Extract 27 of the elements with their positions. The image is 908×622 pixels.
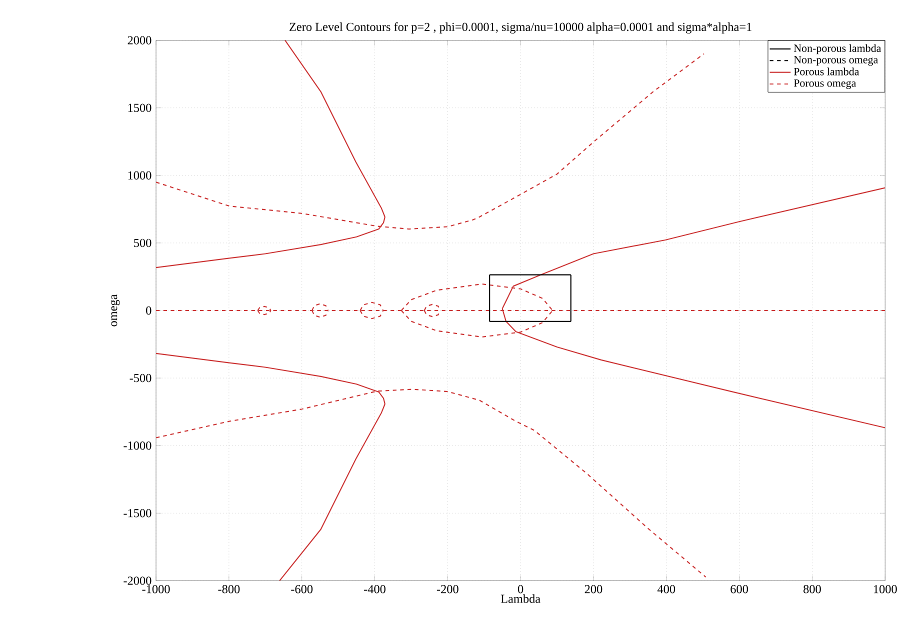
x-tick-label: 1000 xyxy=(874,585,897,594)
x-tick-label: 400 xyxy=(657,585,676,594)
y-tick-label: 1000 xyxy=(128,171,152,180)
chart-title: Zero Level Contours for p=2 , phi=0.0001, sigma/nu=10000 alpha=0.0001 and sigma*alpha=1 xyxy=(290,22,752,34)
x-tick-label: -400 xyxy=(364,585,386,594)
x-tick-label: 0 xyxy=(518,585,524,594)
x-tick-label: 200 xyxy=(584,585,602,594)
x-tick-label: -600 xyxy=(291,585,313,594)
y-tick-label: 2000 xyxy=(128,36,152,44)
y-tick-label: 500 xyxy=(134,238,152,248)
x-tick-label: -1000 xyxy=(142,585,170,594)
legend-label: Porous omega xyxy=(794,80,856,90)
x-tick-label: 800 xyxy=(804,585,821,594)
y-axis-title: omega xyxy=(110,294,120,326)
y-tick-label: 1500 xyxy=(128,104,152,112)
y-tick-label: -1000 xyxy=(124,442,152,450)
x-axis-title: Lambda xyxy=(500,594,540,603)
y-tick-label: -1500 xyxy=(124,509,152,518)
y-tick-label: -500 xyxy=(130,374,152,382)
x-tick-label: -200 xyxy=(436,585,458,594)
y-tick-label: -2000 xyxy=(124,576,152,585)
x-tick-label: 600 xyxy=(730,585,748,594)
legend-label: Porous lambda xyxy=(794,68,860,76)
y-tick-label: 0 xyxy=(146,306,152,315)
legend-label: Non-porous omega xyxy=(794,56,878,66)
legend-label: Non-porous lambda xyxy=(794,44,882,54)
x-tick-label: -800 xyxy=(218,585,240,594)
